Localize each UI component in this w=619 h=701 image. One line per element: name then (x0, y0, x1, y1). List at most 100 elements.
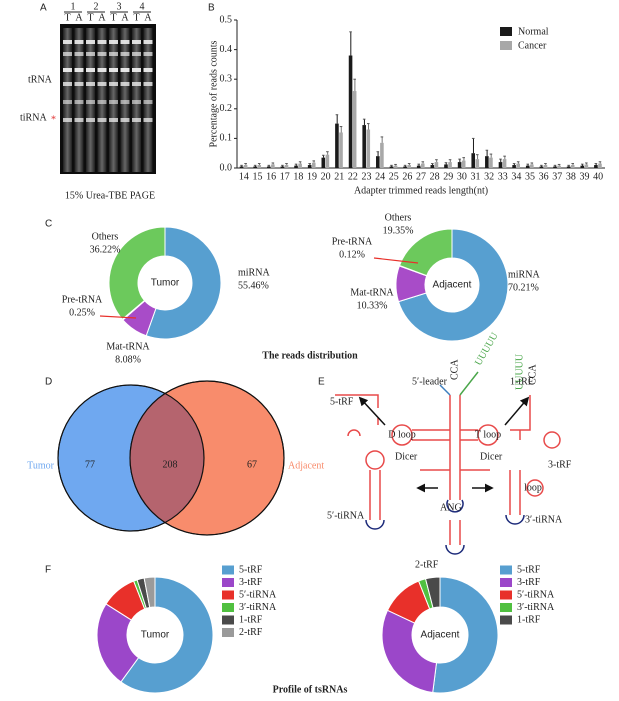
bar (311, 162, 316, 168)
bar (516, 163, 520, 168)
gel-caption: 15% Urea-TBE PAGE (65, 190, 155, 201)
panel-label: F (45, 565, 51, 576)
gel-band (132, 40, 141, 44)
gel-band (120, 40, 130, 44)
legend-swatch (222, 578, 234, 587)
donut-segment (108, 226, 166, 320)
gel-band (97, 82, 107, 86)
gel-band (132, 82, 141, 86)
gel-band (97, 118, 107, 122)
bar (457, 162, 462, 168)
bar (239, 166, 244, 168)
venn-set-label: Tumor (27, 460, 55, 471)
donut-center-label: Adjacent (421, 630, 460, 641)
gel-band (132, 118, 141, 122)
x-tick-label: 35 (525, 171, 535, 182)
bar (284, 165, 289, 168)
category-label: miRNA (508, 269, 540, 280)
bar (393, 165, 398, 168)
category-label: Pre-tRNA (62, 294, 103, 305)
x-tick-label: 19 (307, 171, 317, 182)
panel-label: B (208, 3, 215, 14)
x-tick-label: 34 (511, 171, 521, 182)
donut-center-label: Tumor (151, 278, 180, 289)
gel-band (143, 52, 153, 56)
gel-band (143, 68, 153, 72)
gel-band (86, 40, 95, 44)
y-axis-label: Percentage of reads counts (208, 40, 219, 147)
legend-label: 5′-tiRNA (517, 589, 555, 600)
bar (257, 165, 262, 168)
x-tick-label: 14 (239, 171, 249, 182)
panel-label: A (40, 3, 47, 14)
legend-label: 1-tRF (517, 614, 541, 625)
bar (325, 154, 330, 168)
bar (366, 129, 371, 168)
legend-swatch (500, 603, 512, 612)
diagram-label: 2-tRF (415, 559, 439, 570)
bar (475, 159, 480, 168)
donut-hole (425, 258, 479, 312)
x-tick-label: 23 (361, 171, 371, 182)
lane-number: 1 (71, 1, 76, 12)
x-tick-label: 21 (334, 171, 344, 182)
bar (485, 156, 489, 168)
panel-label: C (45, 219, 52, 230)
gel-band (63, 52, 72, 56)
bar (335, 123, 339, 168)
legend-swatch (222, 628, 234, 637)
gel-band (63, 68, 72, 72)
donut-hole (138, 256, 192, 310)
x-tick-label: 29 (443, 171, 453, 182)
value-label: 0.25% (69, 307, 95, 318)
gel-band (86, 100, 95, 104)
gel-band (63, 82, 72, 86)
gel-band (120, 52, 130, 56)
venn-outline (57, 384, 205, 532)
venn-outline (129, 380, 285, 536)
gel-band (74, 118, 84, 122)
bar (553, 166, 557, 168)
x-tick-label: 18 (293, 171, 303, 182)
venn-set-label: Adjacent (288, 460, 324, 471)
bar (389, 166, 394, 168)
bar (298, 163, 302, 168)
band-marker: * (51, 114, 56, 125)
bar (407, 165, 411, 168)
diagram-label: ANG (440, 502, 462, 513)
bar (557, 165, 561, 168)
gel-band (109, 82, 118, 86)
band-label: tRNA (28, 74, 53, 85)
x-tick-label: 22 (348, 171, 358, 182)
y-tick-label: 0.3 (220, 73, 233, 84)
lane-type: T (110, 12, 116, 23)
category-label: Pre-tRNA (332, 236, 373, 247)
gel-band (120, 100, 130, 104)
diagram-label: 5′-leader (412, 376, 448, 387)
y-tick-label: 0.1 (220, 133, 233, 144)
bar (376, 156, 380, 168)
bar (530, 164, 534, 168)
legend-label: 3-tRF (517, 577, 541, 588)
legend-swatch (500, 41, 512, 50)
diagram-label: Dicer (395, 451, 418, 462)
venn-count: 67 (247, 459, 257, 470)
bar (566, 166, 571, 168)
bar (348, 55, 353, 168)
legend-label: 3′-tiRNA (239, 602, 277, 613)
bar (489, 157, 493, 168)
x-tick-label: 30 (457, 171, 467, 182)
x-tick-label: 33 (498, 171, 508, 182)
legend-swatch (222, 615, 234, 625)
bar (525, 165, 530, 168)
gel-band (86, 52, 95, 56)
lane-type: T (133, 12, 139, 23)
diagram-label: 3-tRF (548, 459, 572, 470)
diagram-label: UUUUU (473, 330, 501, 367)
legend-swatch (222, 603, 234, 612)
diagram-label: loop (524, 482, 542, 493)
bar (594, 165, 598, 168)
bar (471, 153, 476, 168)
donut-center-label: Tumor (141, 630, 170, 641)
legend-swatch (222, 565, 234, 575)
